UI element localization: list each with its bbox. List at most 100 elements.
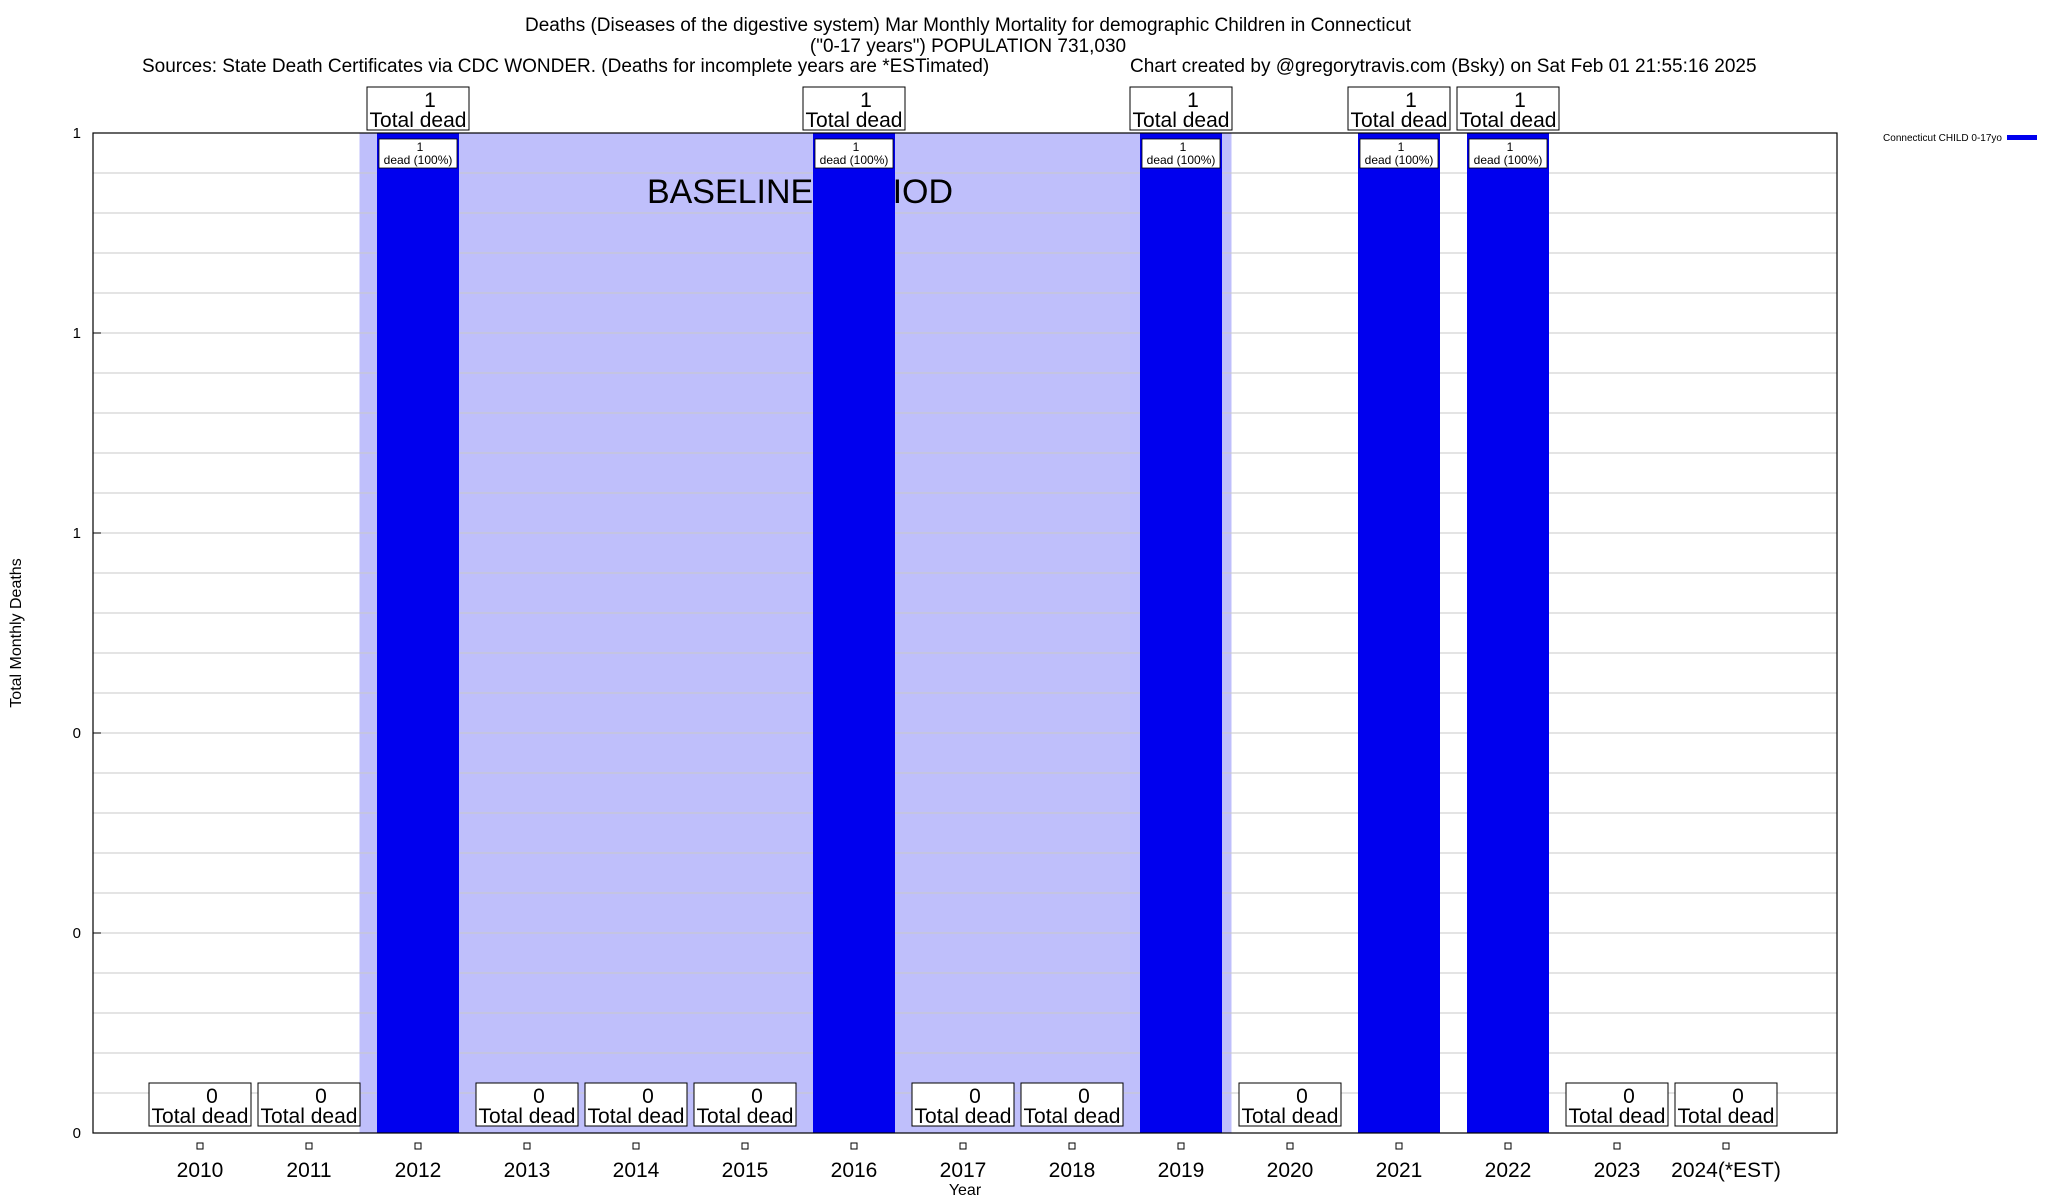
total-label-text-2024(*EST): Total dead: [1678, 1105, 1775, 1128]
total-label-box-2011: [257, 1082, 361, 1127]
x-tick-label-2017: 2017: [940, 1159, 987, 1182]
x-tick-marker: [1068, 1142, 1076, 1150]
total-label-value-2012: 1: [424, 89, 436, 112]
y-tick-label: 1: [73, 125, 81, 142]
chart-sources: Sources: State Death Certificates via CD…: [142, 56, 989, 77]
total-label-box-2020: [1238, 1082, 1342, 1127]
legend-entry-label: Connecticut CHILD 0-17yo: [1883, 133, 2002, 144]
x-tick-label-2013: 2013: [504, 1159, 551, 1182]
x-tick-label-2019: 2019: [1158, 1159, 1205, 1182]
total-label-text-2020: Total dead: [1242, 1105, 1339, 1128]
y-axis-label: Total Monthly Deaths: [8, 558, 25, 707]
total-label-box-2024(*EST): [1674, 1082, 1778, 1127]
total-label-value-2024(*EST): 0: [1732, 1085, 1744, 1108]
x-tick-marker: [1504, 1142, 1512, 1150]
total-label-text-2021: Total dead: [1351, 109, 1448, 132]
x-tick-label-2021: 2021: [1376, 1159, 1423, 1182]
total-label-text-2011: Total dead: [261, 1105, 358, 1128]
total-label-text-2012: Total dead: [370, 109, 467, 132]
total-label-value-2019: 1: [1187, 89, 1199, 112]
bar-inner-label-box-2022: [1468, 138, 1548, 169]
x-tick-marker: [1177, 1142, 1185, 1150]
x-tick-label-2016: 2016: [831, 1159, 878, 1182]
total-label-value-2023: 0: [1623, 1085, 1635, 1108]
x-tick-marker: [1613, 1142, 1621, 1150]
chart-credit: Chart created by @gregorytravis.com (Bsk…: [1130, 56, 1757, 77]
total-label-value-2011: 0: [315, 1085, 327, 1108]
bar-2016: [813, 133, 895, 1133]
x-tick-marker: [850, 1142, 858, 1150]
x-tick-label-2012: 2012: [395, 1159, 442, 1182]
total-label-box-2019: [1129, 86, 1233, 131]
total-label-text-2017: Total dead: [915, 1105, 1012, 1128]
x-tick-marker: [1722, 1142, 1730, 1150]
total-label-box-2023: [1565, 1082, 1669, 1127]
total-label-text-2022: Total dead: [1460, 109, 1557, 132]
axes-layer: 0 0 0 1 1 1 2010 2011 2012 2013 2014 2015 2016 2017 20…: [8, 125, 1781, 1199]
total-label-value-2010: 0: [206, 1085, 218, 1108]
total-label-box-2022: [1456, 86, 1560, 131]
bar-2019: [1140, 133, 1222, 1133]
bar-inner-label-value-2012: 1: [417, 140, 424, 154]
total-label-value-2020: 0: [1296, 1085, 1308, 1108]
bar-inner-label-box-2016: [814, 138, 894, 169]
x-tick-label-2015: 2015: [722, 1159, 769, 1182]
total-label-box-2021: [1347, 86, 1451, 131]
x-axis-label: Year: [949, 1182, 982, 1199]
x-tick-label-2018: 2018: [1049, 1159, 1096, 1182]
x-tick-marker: [1395, 1142, 1403, 1150]
x-tick-marker: [305, 1142, 313, 1150]
total-label-value-2022: 1: [1514, 89, 1526, 112]
x-tick-label-2022: 2022: [1485, 1159, 1532, 1182]
total-label-text-2018: Total dead: [1024, 1105, 1121, 1128]
total-label-value-2021: 1: [1405, 89, 1417, 112]
x-tick-marker: [523, 1142, 531, 1150]
bar-inner-label-value-2016: 1: [853, 140, 860, 154]
total-label-box-2017: [911, 1082, 1015, 1127]
y-tick-label: 1: [73, 525, 81, 542]
x-tick-marker: [741, 1142, 749, 1150]
bar-inner-label-value-2022: 1: [1507, 140, 1514, 154]
legend: Connecticut CHILD 0-17yo: [1883, 133, 2037, 144]
x-tick-marker: [196, 1142, 204, 1150]
bar-2021: [1358, 133, 1440, 1133]
chart-title: Deaths (Diseases of the digestive system…: [525, 15, 1412, 36]
plot-frame: [92, 132, 1838, 1134]
total-label-value-2014: 0: [642, 1085, 654, 1108]
total-label-text-2016: Total dead: [806, 109, 903, 132]
total-label-value-2013: 0: [533, 1085, 545, 1108]
total-label-value-2017: 0: [969, 1085, 981, 1108]
total-label-text-2010: Total dead: [152, 1105, 249, 1128]
total-label-box-2016: [802, 86, 906, 131]
total-label-box-2014: [584, 1082, 688, 1127]
x-tick-marker: [632, 1142, 640, 1150]
total-label-text-2015: Total dead: [697, 1105, 794, 1128]
x-tick-label-2014: 2014: [613, 1159, 660, 1182]
total-label-text-2023: Total dead: [1569, 1105, 1666, 1128]
total-label-value-2015: 0: [751, 1085, 763, 1108]
y-tick-label: 0: [73, 1125, 81, 1142]
x-tick-label-2023: 2023: [1594, 1159, 1641, 1182]
total-label-box-2012: [366, 86, 470, 131]
bar-inner-label-text-2021: dead (100%): [1365, 153, 1434, 167]
bar-inner-label-box-2019: [1141, 138, 1221, 169]
total-label-value-2016: 1: [860, 89, 872, 112]
x-tick-marker: [1286, 1142, 1294, 1150]
x-tick-label-2024(*EST): 2024(*EST): [1671, 1159, 1781, 1182]
bars-layer: [377, 133, 1549, 1133]
bar-inner-label-box-2021: [1359, 138, 1439, 169]
bar-inner-label-box-2012: [378, 138, 458, 169]
total-label-box-2018: [1020, 1082, 1124, 1127]
total-label-text-2014: Total dead: [588, 1105, 685, 1128]
baseline-layer: BASELINE PERIOD: [359, 133, 1232, 1133]
x-tick-marker: [959, 1142, 967, 1150]
total-label-box-2015: [693, 1082, 797, 1127]
bar-inner-label-text-2022: dead (100%): [1474, 153, 1543, 167]
baseline-period-label: BASELINE PERIOD: [647, 173, 953, 211]
y-tick-label: 0: [73, 925, 81, 942]
x-tick-label-2010: 2010: [177, 1159, 224, 1182]
total-label-value-2018: 0: [1078, 1085, 1090, 1108]
total-label-box-2010: [148, 1082, 252, 1127]
total-label-box-2013: [475, 1082, 579, 1127]
